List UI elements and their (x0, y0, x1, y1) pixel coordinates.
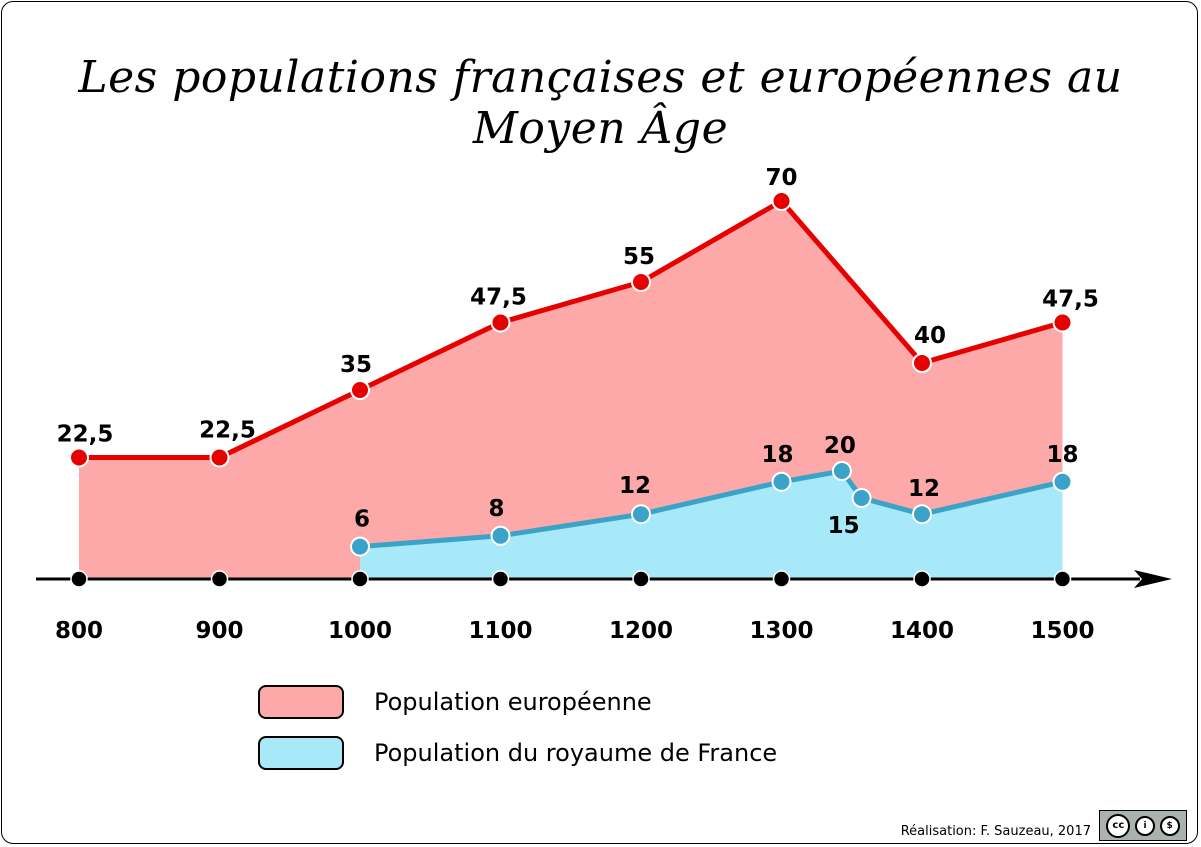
x-tick-label: 1100 (468, 618, 532, 644)
x-tick-dot (632, 570, 650, 588)
legend-label-european: Population européenne (374, 688, 652, 716)
legend-item-european: Population européenne (258, 682, 652, 722)
x-tick-label: 1200 (609, 618, 673, 644)
data-point-france (631, 504, 651, 525)
data-point-european (209, 447, 230, 468)
x-tick-label: 1400 (890, 618, 954, 644)
x-tick-label: 1500 (1030, 618, 1094, 644)
x-tick-label: 1000 (328, 618, 392, 644)
data-label-france: 12 (619, 473, 651, 499)
data-point-france (490, 525, 511, 546)
by-icon: i (1134, 815, 1155, 836)
area-france (360, 471, 1063, 579)
x-tick-dot (913, 570, 931, 588)
data-point-france (1052, 471, 1073, 492)
data-label-france: 6 (354, 507, 370, 533)
legend-swatch-european (258, 685, 344, 719)
nc-icon: $ (1159, 815, 1180, 836)
x-tick-label: 1300 (749, 618, 813, 644)
data-point-european (350, 380, 370, 400)
data-point-european (490, 312, 511, 333)
data-point-european (631, 272, 651, 292)
data-label-european: 40 (914, 323, 946, 349)
data-label-european: 22,5 (199, 418, 256, 444)
line-european (79, 198, 1064, 460)
data-point-european (912, 353, 932, 373)
data-label-france: 15 (828, 513, 860, 539)
cc-license-badge: cc i $ (1099, 810, 1187, 841)
line-france (359, 468, 1064, 550)
data-label-france: 18 (1046, 442, 1078, 468)
data-label-european: 47,5 (1042, 287, 1099, 313)
x-tick-dot (210, 570, 229, 588)
x-tick-dot (772, 570, 791, 588)
data-label-european: 55 (623, 244, 655, 270)
x-tick-dot (351, 570, 369, 588)
data-point-european (771, 191, 792, 211)
data-point-france (350, 536, 370, 557)
legend-item-france: Population du royaume de France (258, 733, 777, 773)
data-label-france: 18 (761, 442, 793, 468)
cc-icon: cc (1106, 813, 1131, 838)
x-tick-dot (1053, 570, 1072, 588)
data-label-france: 20 (824, 433, 856, 459)
data-label-france: 12 (908, 476, 940, 502)
x-axis-arrow-icon (1134, 570, 1172, 588)
chart-title: Les populations françaises et européenne… (78, 52, 1123, 154)
data-label-european: 35 (340, 352, 372, 378)
data-label-european: 70 (765, 165, 797, 191)
data-label-france: 8 (488, 496, 504, 522)
credit-text: Réalisation: F. Sauzeau, 2017 (900, 824, 1091, 839)
x-tick-dot (491, 570, 510, 588)
data-point-france (912, 504, 932, 525)
x-tick-label: 900 (195, 618, 243, 644)
data-label-european: 22,5 (57, 422, 114, 448)
data-label-european: 47,5 (470, 285, 527, 311)
data-point-france (851, 488, 872, 508)
data-point-european (1052, 312, 1073, 333)
data-point-european (69, 447, 89, 468)
data-point-france (831, 461, 852, 481)
x-tick-label: 800 (55, 618, 103, 644)
legend-swatch-france (258, 736, 344, 770)
x-tick-dot (70, 570, 88, 588)
data-point-france (771, 471, 792, 492)
legend-label-france: Population du royaume de France (374, 739, 778, 767)
